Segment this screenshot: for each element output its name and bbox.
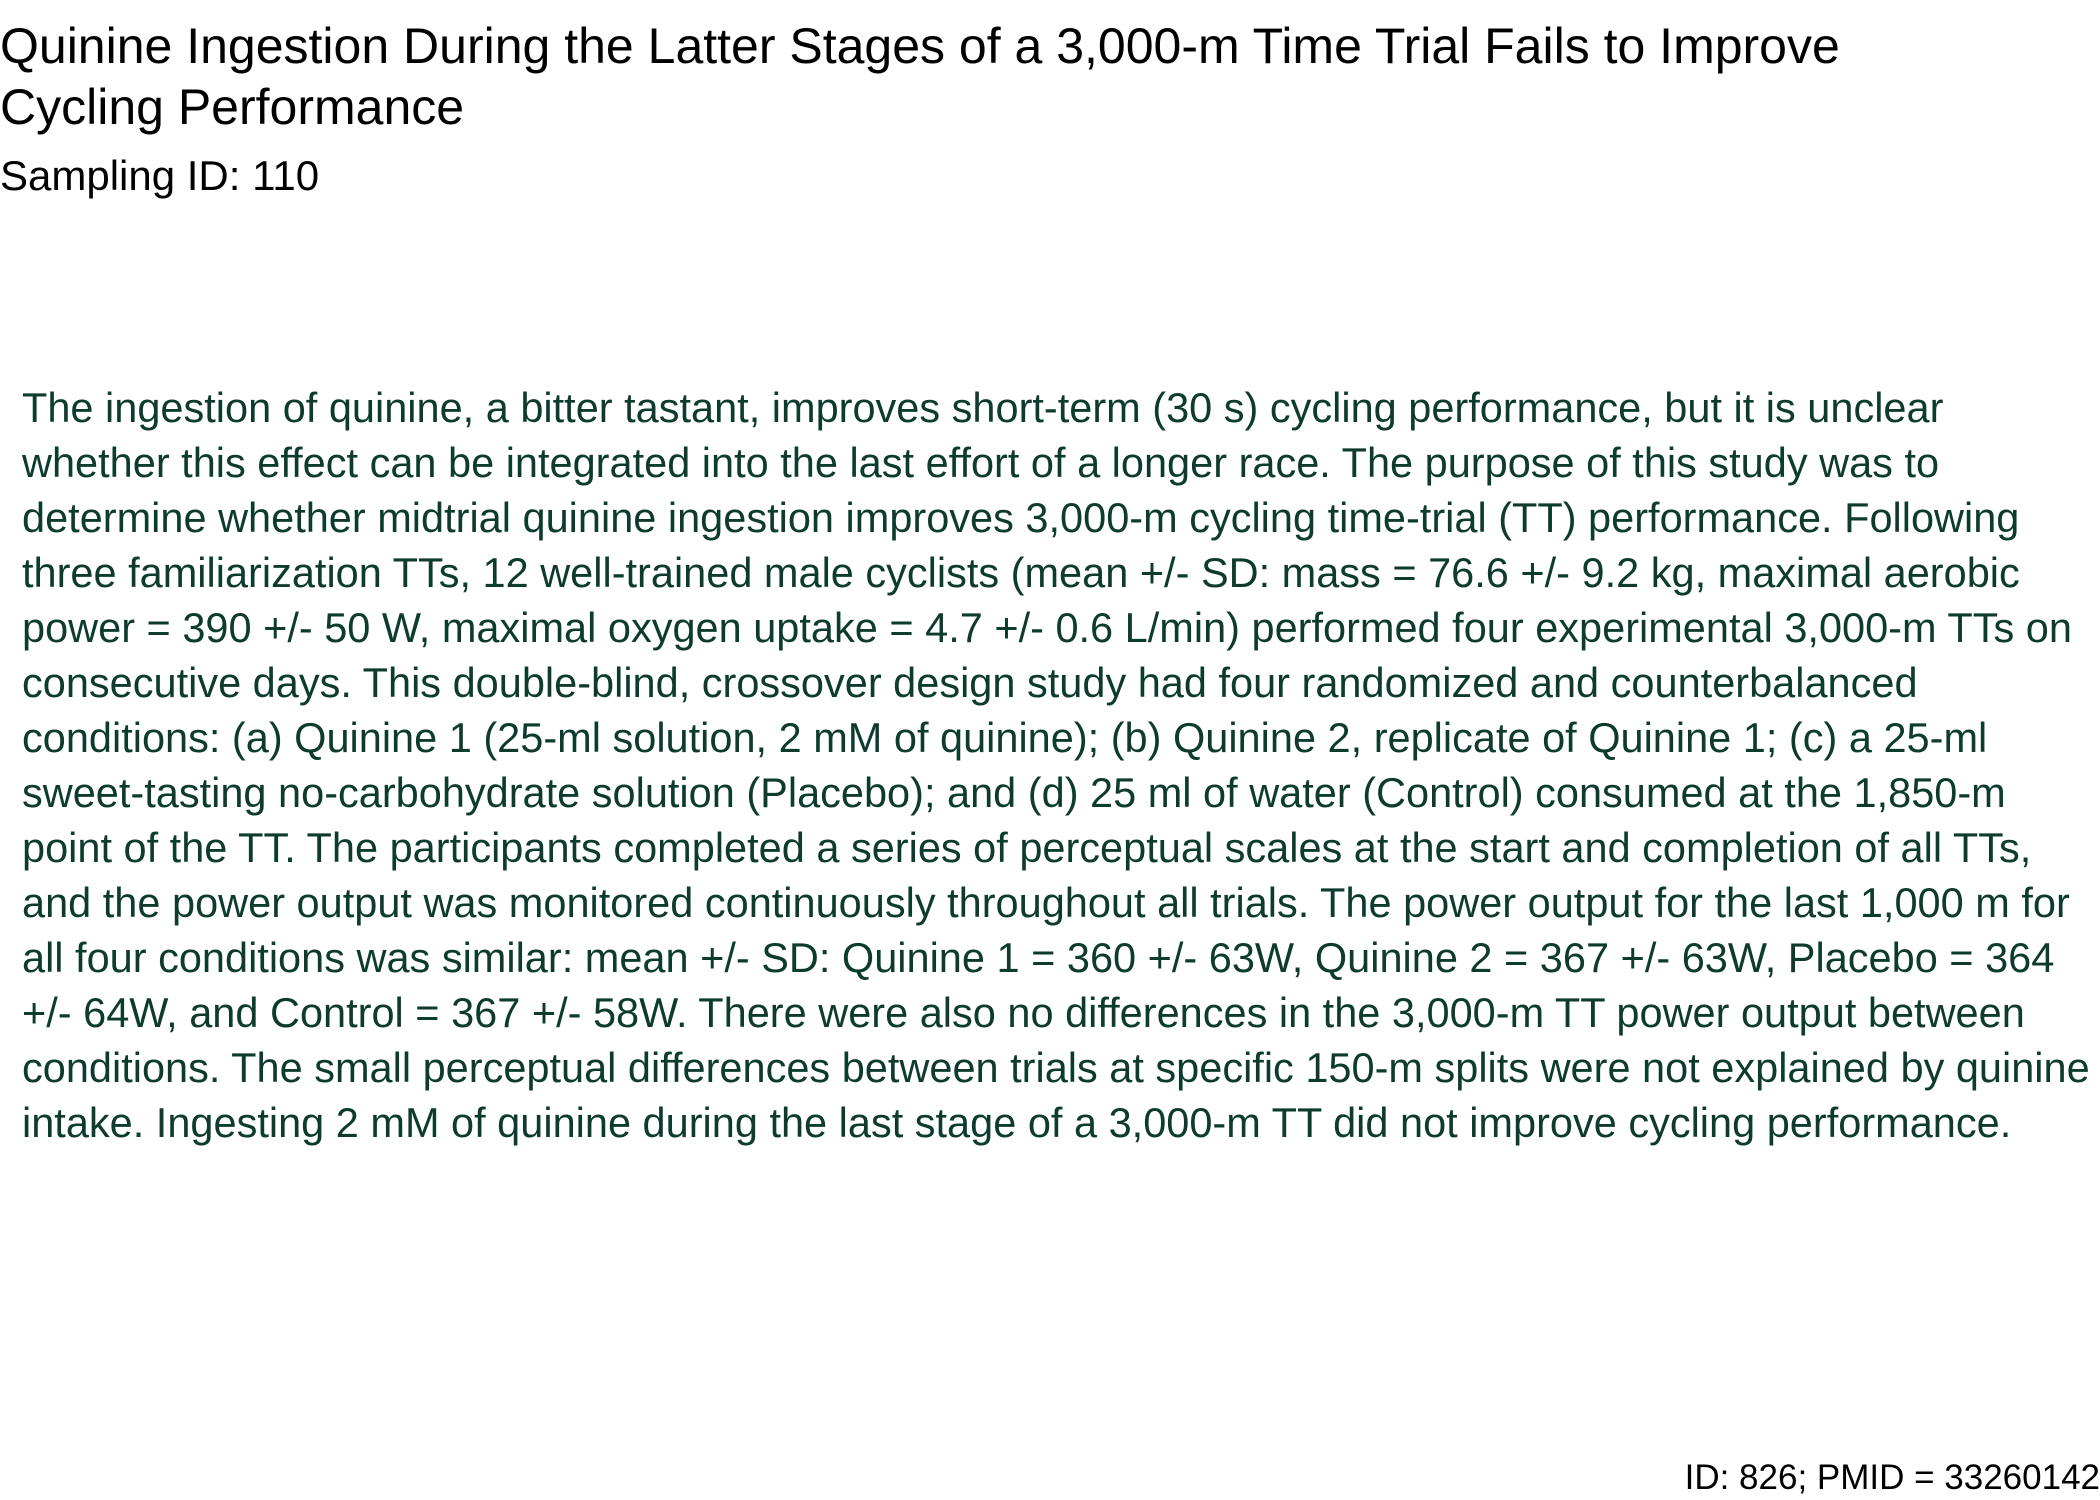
document-title: Quinine Ingestion During the Latter Stag… — [0, 18, 1840, 135]
sampling-id: Sampling ID: 110 — [0, 152, 320, 199]
footer-id: ID: 826; PMID = 33260142 — [1684, 1458, 2100, 1497]
abstract-text: The ingestion of quinine, a bitter tasta… — [22, 384, 2090, 1146]
